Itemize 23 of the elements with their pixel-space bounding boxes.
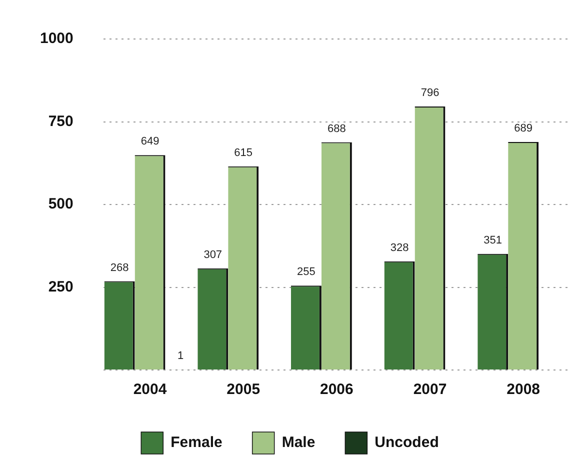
data-label: 615 (234, 146, 253, 159)
data-label: 255 (297, 266, 316, 278)
data-label: 328 (390, 242, 409, 254)
data-label: 351 (484, 234, 502, 246)
legend-label: Male (282, 434, 316, 452)
y-tick-label: 750 (48, 112, 74, 130)
y-tick-label: 500 (48, 196, 74, 213)
y-tick-label: 1000 (40, 30, 74, 48)
data-label: 307 (204, 248, 222, 261)
data-label: 1 (177, 350, 184, 362)
data-label: 649 (140, 136, 160, 148)
x-tick-label: 2006 (320, 381, 354, 398)
x-tick-label: 2008 (506, 381, 540, 398)
data-label: 268 (110, 262, 129, 274)
data-label: 796 (420, 87, 440, 100)
data-label: 688 (328, 122, 346, 135)
data-label: 689 (514, 122, 533, 134)
legend-label: Uncoded (374, 434, 439, 452)
x-tick-label: 2005 (226, 381, 260, 398)
y-tick-label: 250 (48, 278, 74, 296)
x-tick-label: 2004 (133, 381, 168, 398)
legend-label: Female (170, 434, 222, 452)
x-tick-label: 2007 (413, 381, 447, 398)
